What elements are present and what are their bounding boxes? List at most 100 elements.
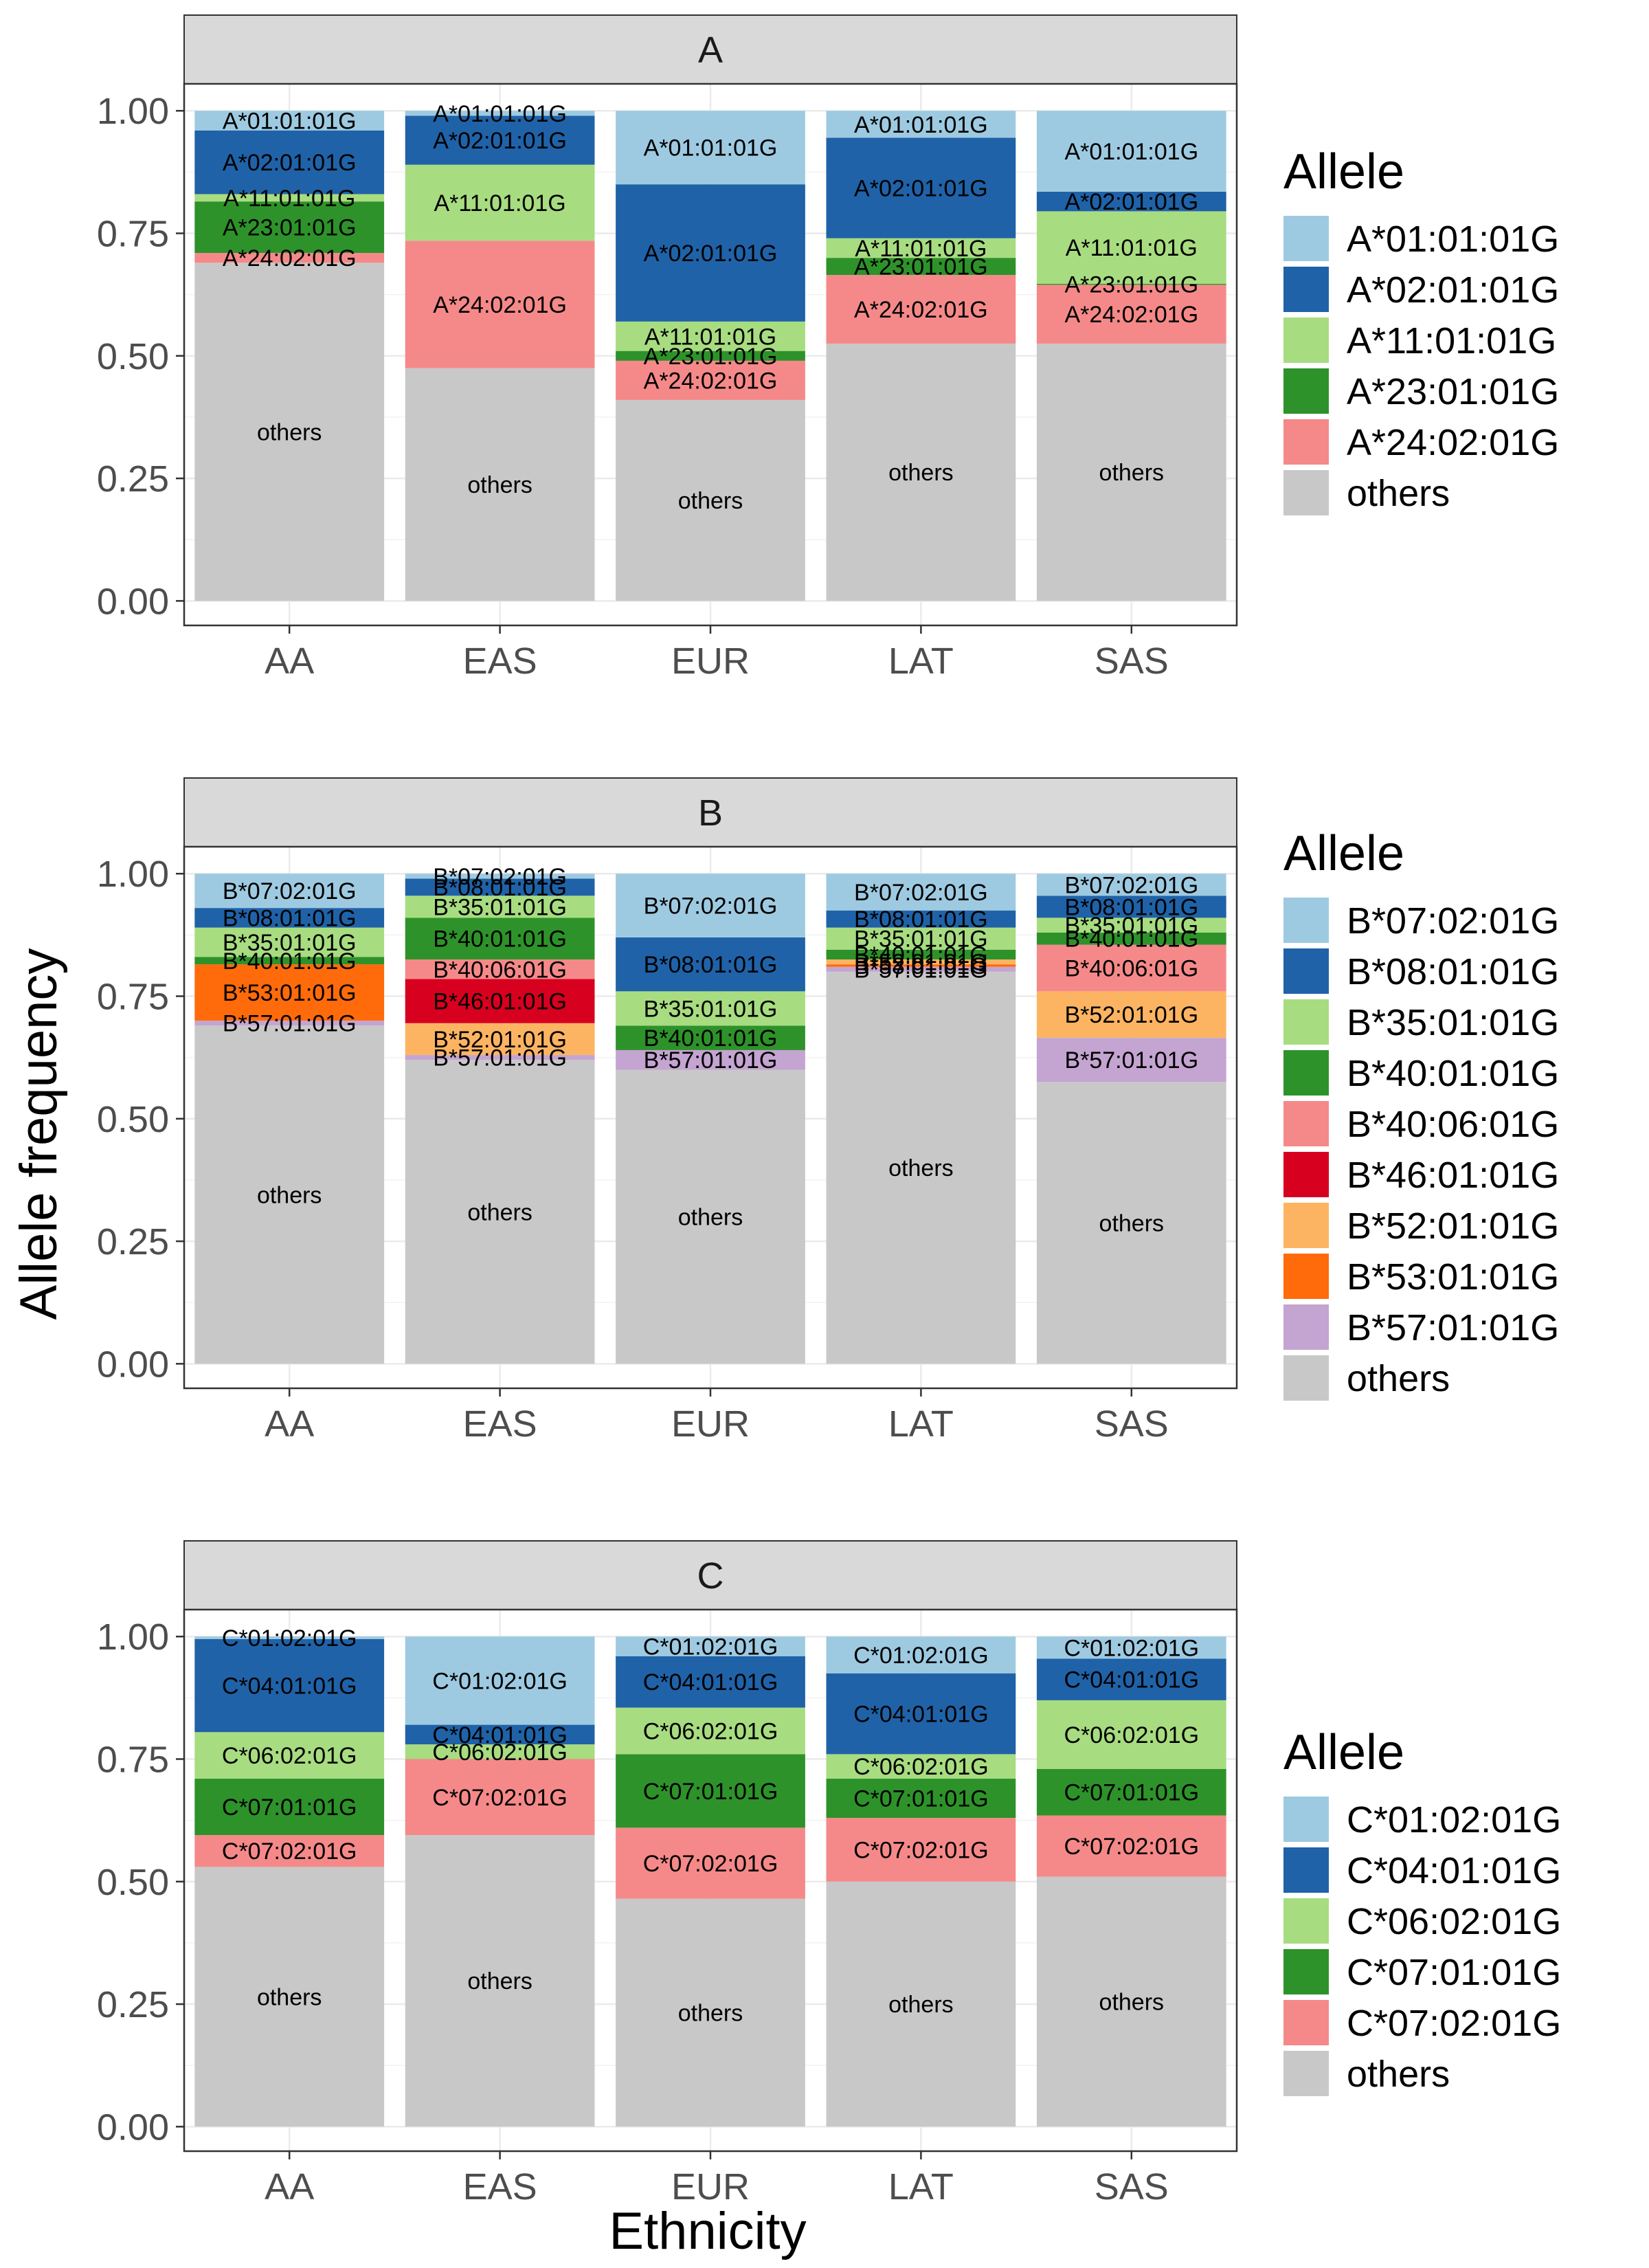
bar-segment-eas-b-35-01-01g [405, 896, 595, 918]
segment-label: B*07:02:01G [223, 878, 357, 904]
legend-swatch-a-23-01-01g [1283, 368, 1329, 414]
segment-label: C*07:02:01G [1064, 1834, 1200, 1860]
bar-segment-eur-others [616, 1069, 805, 1364]
legend-swatch-a-01-01-01g [1283, 216, 1329, 261]
segment-label: C*01:02:01G [853, 1643, 989, 1669]
segment-label: A*11:01:01G [223, 186, 355, 212]
bar-segment-aa-others [194, 263, 385, 601]
legend-label-c-07-02-01g: C*07:02:01G [1347, 2003, 1561, 2044]
x-tick-label: AA [265, 641, 314, 682]
x-tick-label: EAS [463, 2166, 537, 2208]
y-tick-label: 1.00 [97, 91, 169, 132]
facet-panels: AothersA*24:02:01GA*23:01:01GA*11:01:01G… [97, 14, 1561, 2208]
x-tick-label: AA [265, 2166, 314, 2208]
bar-segment-eas-a-11-01-01g [405, 164, 595, 241]
y-tick-label: 0.75 [97, 1739, 169, 1781]
segment-label: C*06:02:01G [222, 1743, 357, 1769]
segment-label: C*01:02:01G [432, 1668, 568, 1694]
segment-label: C*01:02:01G [1064, 1635, 1200, 1661]
bar-segment-eas-b-40-06-01g [405, 959, 595, 979]
x-tick-label: LAT [888, 1403, 954, 1445]
segment-label: B*08:01:01G [433, 875, 567, 901]
segment-label: others [678, 1204, 743, 1230]
segment-label: others [888, 1992, 954, 2018]
bar-segment-aa-c-04-01-01g [194, 1638, 385, 1733]
bar-segment-aa-c-01-02-01g [194, 1636, 385, 1639]
segment-label: others [1099, 1989, 1165, 2015]
segment-label: others [1099, 1210, 1165, 1236]
bar-segment-sas-a-11-01-01g [1036, 211, 1226, 284]
legend-swatch-others [1283, 2051, 1329, 2096]
segment-label: C*04:01:01G [432, 1722, 568, 1748]
segment-label: A*23:01:01G [223, 215, 357, 241]
segment-label: B*07:02:01G [854, 880, 988, 906]
bar-segment-aa-b-07-02-01g [194, 874, 385, 909]
legend-label-b-57-01-01g: B*57:01:01G [1347, 1307, 1559, 1348]
legend-swatch-b-52-01-01g [1283, 1203, 1329, 1248]
legend-label-c-07-01-01g: C*07:01:01G [1347, 1952, 1561, 1993]
legend-swatch-c-04-01-01g [1283, 1847, 1329, 1893]
legend-title: Allele [1283, 144, 1404, 199]
legend-swatch-a-02-01-01g [1283, 267, 1329, 312]
segment-label: C*04:01:01G [643, 1669, 778, 1696]
legend-swatch-b-08-01-01g [1283, 948, 1329, 994]
y-tick-label: 0.25 [97, 1221, 169, 1263]
segment-label: A*24:02:01G [1064, 302, 1198, 328]
legend-swatch-c-06-02-01g [1283, 1898, 1329, 1944]
segment-label: B*40:01:01G [1064, 926, 1198, 953]
strip-label: C [697, 1555, 724, 1597]
bar-segment-sas-b-40-01-01g [1036, 932, 1226, 945]
segment-label: B*40:06:01G [433, 957, 567, 983]
bar-segment-eas-b-08-01-01g [405, 878, 595, 896]
bar-segment-aa-b-08-01-01g [194, 908, 385, 928]
bar-segment-lat-b-57-01-01g [826, 966, 1016, 972]
segment-label: others [257, 1182, 322, 1208]
segment-label: B*40:01:01G [644, 1025, 778, 1052]
bar-segment-lat-others [826, 971, 1016, 1364]
bar-segment-sas-a-02-01-01g [1036, 191, 1226, 212]
bar-segment-eur-others [616, 1898, 805, 2127]
segment-label: B*57:01:01G [1064, 1047, 1198, 1074]
bar-segment-eur-b-07-02-01g [616, 874, 805, 937]
x-tick-label: EAS [463, 1403, 537, 1445]
segment-label: B*52:01:01G [854, 950, 988, 976]
segment-label: C*07:01:01G [853, 1786, 989, 1812]
bar-segment-sas-c-01-02-01g [1036, 1636, 1226, 1659]
segment-label: A*01:01:01G [1064, 139, 1198, 165]
legend-label-c-06-02-01g: C*06:02:01G [1347, 1901, 1561, 1942]
legend-swatch-b-35-01-01g [1283, 999, 1329, 1045]
bar-segment-sas-c-07-01-01g [1036, 1768, 1226, 1816]
bar-segment-sas-b-07-02-01g [1036, 874, 1226, 896]
bar-segment-sas-b-57-01-01g [1036, 1038, 1226, 1082]
bar-segment-aa-others [194, 1867, 385, 2127]
segment-label: B*53:01:01G [223, 980, 357, 1006]
legend-swatch-a-24-02-01g [1283, 419, 1329, 465]
bar-segment-lat-a-24-02-01g [826, 275, 1016, 344]
bar-segment-eas-a-01-01-01g [405, 111, 595, 116]
segment-label: B*57:01:01G [223, 1011, 357, 1037]
segment-label: B*52:01:01G [433, 1027, 567, 1053]
bar-segment-sas-c-06-02-01g [1036, 1700, 1226, 1769]
segment-label: C*04:01:01G [1064, 1667, 1200, 1693]
segment-label: B*08:01:01G [1064, 894, 1198, 920]
segment-label: others [467, 1199, 532, 1225]
legend-label-others: others [1347, 1358, 1450, 1399]
segment-label: B*46:01:01G [433, 989, 567, 1015]
segment-label: C*07:02:01G [643, 1851, 778, 1877]
y-tick-label: 0.00 [97, 2106, 169, 2148]
legend-label-a-11-01-01g: A*11:01:01G [1347, 320, 1556, 362]
bar-segment-eas-c-06-02-01g [405, 1744, 595, 1759]
legend-swatch-others [1283, 1355, 1329, 1401]
segment-label: A*11:01:01G [434, 190, 566, 216]
segment-label: B*57:01:01G [644, 1047, 778, 1074]
bar-segment-sas-c-07-02-01g [1036, 1815, 1226, 1877]
legend-label-c-01-02-01g: C*01:02:01G [1347, 1799, 1561, 1841]
bar-segment-aa-b-35-01-01g [194, 927, 385, 957]
segment-label: A*11:01:01G [855, 236, 987, 262]
bar-segment-lat-c-07-01-01g [826, 1779, 1016, 1819]
y-tick-label: 1.00 [97, 854, 169, 895]
bar-segment-eas-b-52-01-01g [405, 1023, 595, 1056]
bar-segment-eur-b-40-01-01g [616, 1025, 805, 1050]
bar-segment-eas-b-40-01-01g [405, 918, 595, 960]
segment-label: A*01:01:01G [644, 135, 778, 162]
